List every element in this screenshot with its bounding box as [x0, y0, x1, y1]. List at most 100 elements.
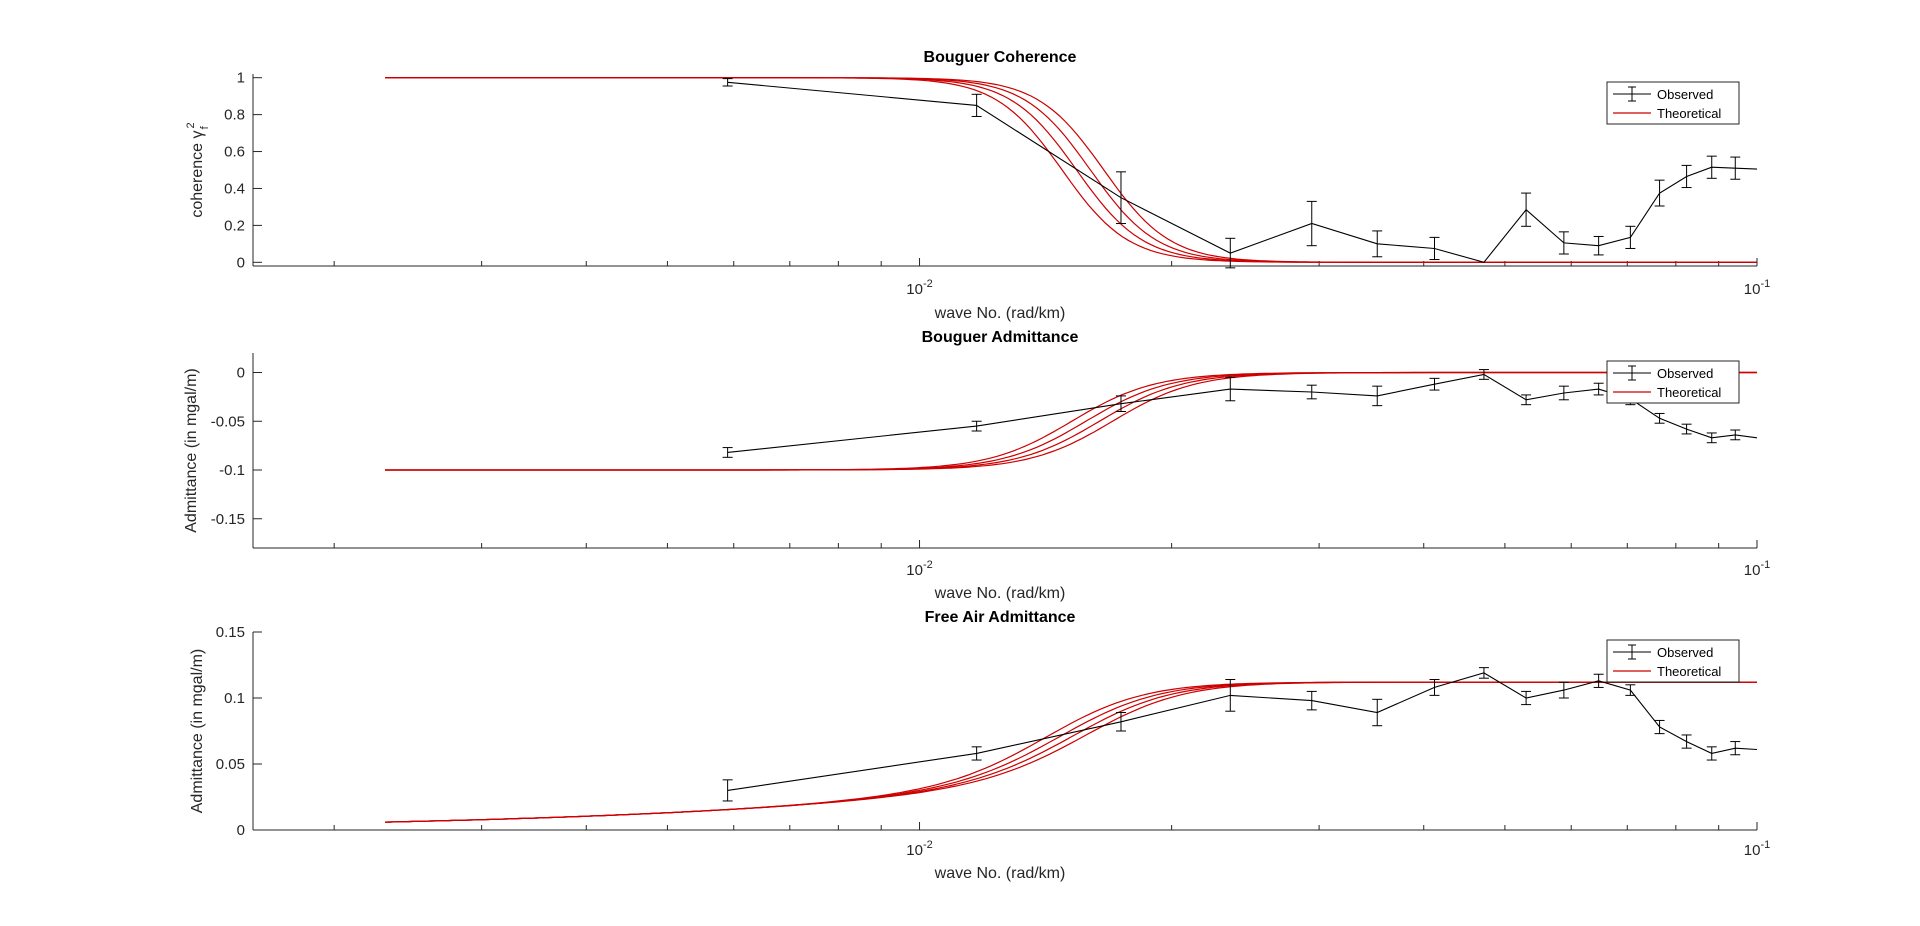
legend-entry-observed: Observed	[1613, 365, 1713, 381]
error-bar	[1478, 667, 1489, 679]
legend-label-theoretical: Theoretical	[1657, 385, 1721, 400]
y-tick-label: 0.15	[216, 624, 245, 641]
x-axis-label: wave No. (rad/km)	[934, 305, 1066, 322]
legend-box	[1606, 639, 1740, 683]
y-tick-label: 0.4	[224, 180, 245, 197]
error-bar	[1558, 385, 1569, 401]
y-tick-label: -0.05	[211, 413, 245, 430]
error-bar	[1225, 679, 1236, 712]
y-tick-label: 0	[237, 822, 245, 839]
legend-entry-observed: Observed	[1613, 644, 1713, 660]
error-bar	[971, 93, 982, 117]
error-bar	[1372, 385, 1383, 407]
y-tick-label: 0.1	[224, 690, 245, 707]
theoretical-curve	[385, 77, 1757, 263]
error-bar	[1558, 681, 1569, 699]
error-bar	[1306, 690, 1317, 711]
error-bar	[1706, 155, 1717, 179]
legend-box	[1606, 81, 1740, 125]
y-tick-label: 0.6	[224, 144, 245, 161]
theoretical-curve	[385, 77, 1757, 263]
legend-box	[1606, 360, 1740, 404]
error-bar	[1478, 369, 1489, 380]
legend-label-observed: Observed	[1657, 645, 1713, 660]
y-tick-label: -0.15	[211, 511, 245, 528]
error-bar	[1681, 423, 1692, 435]
error-bar	[1115, 712, 1126, 732]
error-bar	[1521, 690, 1532, 706]
error-bar	[1521, 192, 1532, 227]
error-bar	[1625, 225, 1636, 249]
error-bar	[1306, 384, 1317, 400]
x-tick-label: 10-1	[1744, 839, 1770, 859]
legend: Observed Theoretical	[1606, 360, 1740, 404]
theoretical-curve	[384, 681, 1757, 823]
chart-title: Free Air Admittance	[925, 609, 1076, 626]
theoretical-curve	[384, 681, 1757, 823]
y-tick-label: 0.05	[216, 756, 245, 773]
error-bar	[971, 420, 982, 432]
panel-2: 10-2 10-1 -0.15 -0.1 -0.05 0 Bouguer Admittanc…	[183, 329, 1770, 602]
error-bar	[1625, 684, 1636, 696]
x-tick-label: 10-2	[906, 278, 932, 298]
error-bar	[722, 78, 733, 87]
error-bar	[1372, 230, 1383, 258]
legend-label-observed: Observed	[1657, 366, 1713, 381]
theoretical-curve	[385, 77, 1757, 263]
legend-entry-observed: Observed	[1613, 86, 1713, 102]
x-tick-label: 10-2	[906, 839, 932, 859]
observed-series-line	[727, 373, 1758, 453]
error-bar	[722, 779, 733, 802]
error-bar	[1429, 377, 1440, 391]
theoretical-curve	[384, 681, 1757, 823]
y-axis-label: Admittance (in mgal/m)	[189, 649, 206, 814]
y-axis-label: coherence γ2 f	[185, 122, 211, 217]
y-tick-label: 0.2	[224, 217, 245, 234]
error-bar	[1730, 741, 1741, 756]
error-bar	[1115, 395, 1126, 412]
x-tick-label: 10-1	[1744, 559, 1770, 579]
error-bar	[1654, 179, 1665, 207]
y-tick-label: -0.1	[219, 462, 245, 479]
error-bar	[1372, 698, 1383, 727]
chart-title: Bouguer Admittance	[922, 329, 1079, 346]
error-bar	[1593, 235, 1604, 256]
panel-1: 10-2 10-1 0 0.2 0.4 0.6 0.8 1 Bouguer Coherence w…	[185, 49, 1770, 322]
theoretical-curve	[385, 371, 1757, 471]
error-bar	[1429, 236, 1440, 261]
legend-entry-theoretical: Theoretical	[1613, 664, 1721, 679]
error-bar	[1115, 171, 1126, 225]
legend: Observed Theoretical	[1606, 639, 1740, 683]
y-axis-label: Admittance (in mgal/m)	[183, 368, 200, 533]
theoretical-curve	[384, 681, 1757, 823]
error-bar	[1225, 237, 1236, 269]
x-tick-label: 10-1	[1744, 278, 1770, 298]
x-axis-label: wave No. (rad/km)	[934, 865, 1066, 882]
x-tick-label: 10-2	[906, 559, 932, 579]
legend-label-theoretical: Theoretical	[1657, 106, 1721, 121]
error-bar	[722, 447, 733, 458]
y-tick-label: 0.8	[224, 107, 245, 124]
error-bar	[1306, 200, 1317, 247]
error-bar	[1706, 746, 1717, 761]
error-bar	[971, 746, 982, 761]
error-bar	[1730, 429, 1741, 441]
observed-series-line	[727, 81, 1758, 263]
observed-series-line	[727, 672, 1758, 791]
error-bar	[1706, 432, 1717, 444]
error-bar	[1593, 382, 1604, 396]
legend-entry-theoretical: Theoretical	[1613, 106, 1721, 121]
legend: Observed Theoretical	[1606, 81, 1740, 125]
legend-entry-theoretical: Theoretical	[1613, 385, 1721, 400]
theoretical-curve	[385, 77, 1757, 263]
error-bar	[1730, 156, 1741, 180]
error-bar	[1225, 376, 1236, 402]
y-tick-label: 0	[237, 254, 245, 271]
legend-label-observed: Observed	[1657, 87, 1713, 102]
error-bar	[1681, 164, 1692, 189]
error-bar	[1429, 679, 1440, 696]
error-bar	[1654, 412, 1665, 424]
legend-label-theoretical: Theoretical	[1657, 664, 1721, 679]
panel-3: 10-2 10-1 0 0.05 0.1 0.15 Free Air Admittance w…	[189, 609, 1770, 882]
